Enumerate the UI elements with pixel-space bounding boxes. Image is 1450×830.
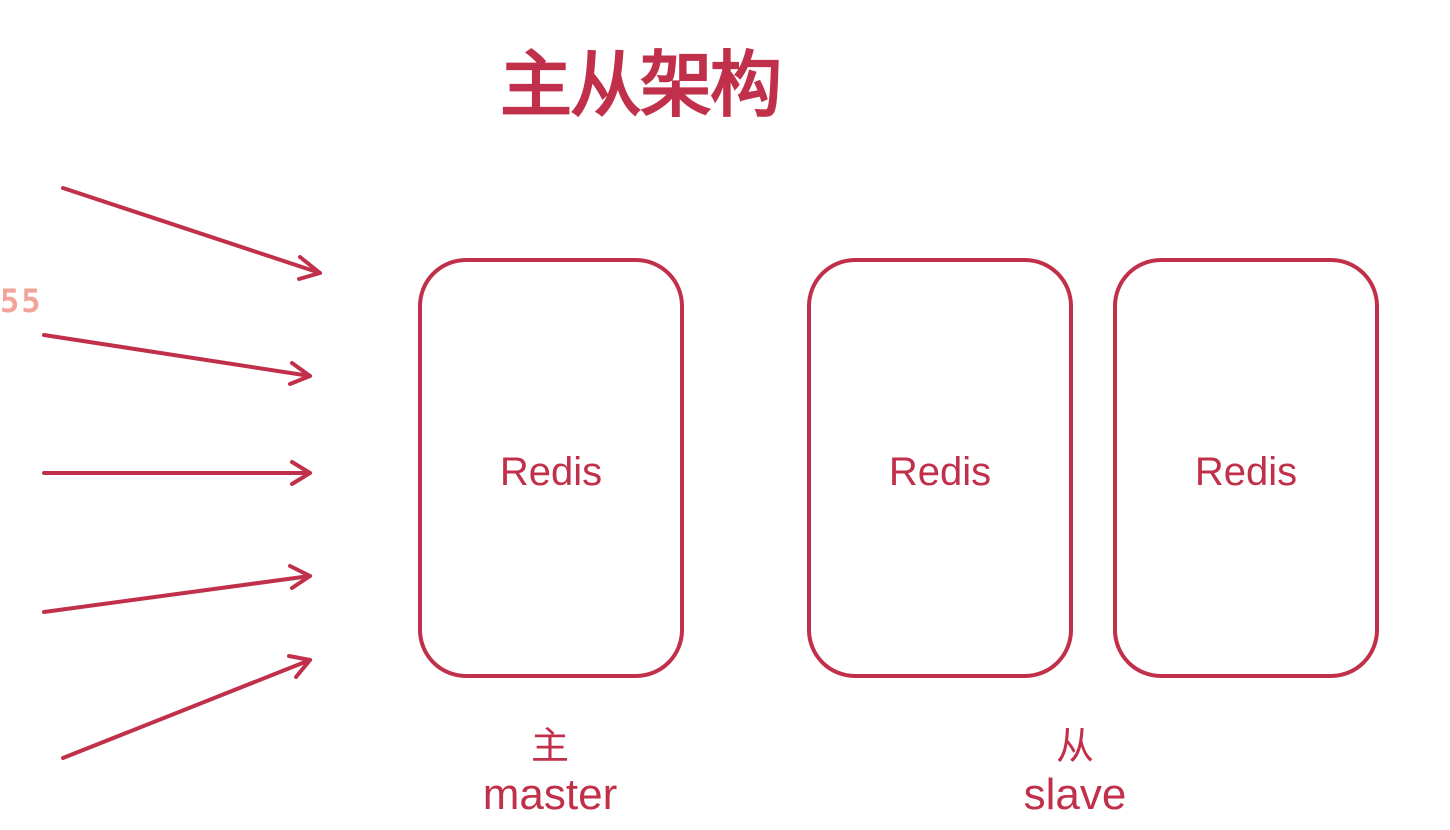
arrow-4: [42, 564, 312, 614]
slave-caption-en: slave: [1023, 770, 1127, 819]
arrow-2: [42, 333, 312, 386]
master-caption: 主 master: [450, 722, 650, 820]
redis-slave-2-label: Redis: [1194, 450, 1298, 494]
redis-slave-1-label: Redis: [888, 450, 992, 494]
arrow-1: [61, 186, 322, 281]
slave-caption: 从 slave: [975, 722, 1175, 820]
redis-master-node: Redis: [418, 258, 684, 678]
cropped-text-fragment: 55: [0, 282, 43, 320]
arrow-3: [42, 460, 312, 486]
redis-slave-node-1: Redis: [807, 258, 1073, 678]
page-title: 主从架构: [500, 43, 782, 127]
redis-master-label: Redis: [499, 450, 603, 494]
slave-caption-zh: 从: [1055, 724, 1094, 768]
arrow-5: [61, 654, 312, 760]
master-caption-en: master: [482, 770, 618, 819]
redis-slave-node-2: Redis: [1113, 258, 1379, 678]
master-caption-zh: 主: [530, 724, 569, 768]
